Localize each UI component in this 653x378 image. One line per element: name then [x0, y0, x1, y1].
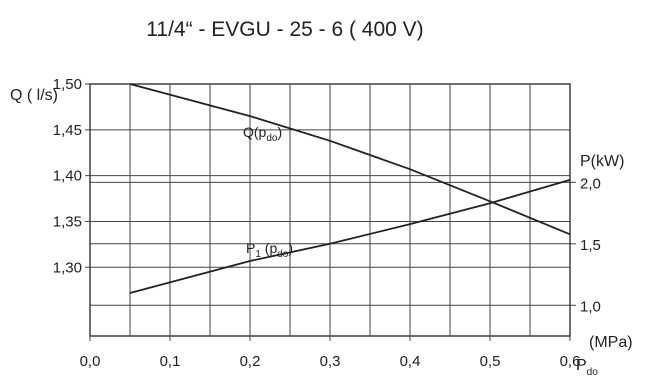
x-tick-label: 0,4	[400, 353, 421, 370]
x-axis-unit: (MPa)	[589, 334, 633, 351]
grid	[85, 83, 576, 341]
y-right-tick-label: 1,0	[580, 298, 601, 315]
x-tick-label: 0,1	[160, 353, 181, 370]
p1-power-curve	[129, 179, 571, 294]
y-right-tick-label: 1,5	[580, 237, 601, 254]
y-left-tick-label: 1,35	[53, 213, 82, 230]
y-right-tick-label: 2,0	[580, 175, 601, 192]
q-flow-curve	[129, 83, 571, 236]
plot-frame	[89, 83, 571, 337]
y-left-tick-label: 1,50	[53, 76, 82, 93]
y-right-axis-label: P(kW)	[580, 153, 624, 170]
x-tick-label: 0,0	[80, 353, 101, 370]
y-left-tick-label: 1,30	[53, 259, 82, 276]
x-axis-label: Pdo	[576, 357, 598, 378]
x-tick-label: 0,6	[560, 353, 581, 370]
tick-labels: 1,50 1,45 1,40 1,35 1,30 2,0 1,5 1,0 0,0 0,1 0,2 0,…	[53, 76, 601, 370]
x-tick-label: 0,3	[320, 353, 341, 370]
y-left-axis-label: Q ( l/s)	[10, 87, 58, 104]
chart-title: 11/4“ - EVGU - 25 - 6 ( 400 V)	[146, 18, 423, 41]
y-left-tick-label: 1,40	[53, 168, 82, 185]
p1-curve-label: P1 (pdo)	[246, 240, 293, 260]
x-tick-label: 0,2	[240, 353, 261, 370]
x-tick-label: 0,5	[480, 353, 501, 370]
q-curve-label: Q(pdo)	[243, 124, 282, 144]
series-lines	[129, 83, 571, 294]
y-left-tick-label: 1,45	[53, 122, 82, 139]
